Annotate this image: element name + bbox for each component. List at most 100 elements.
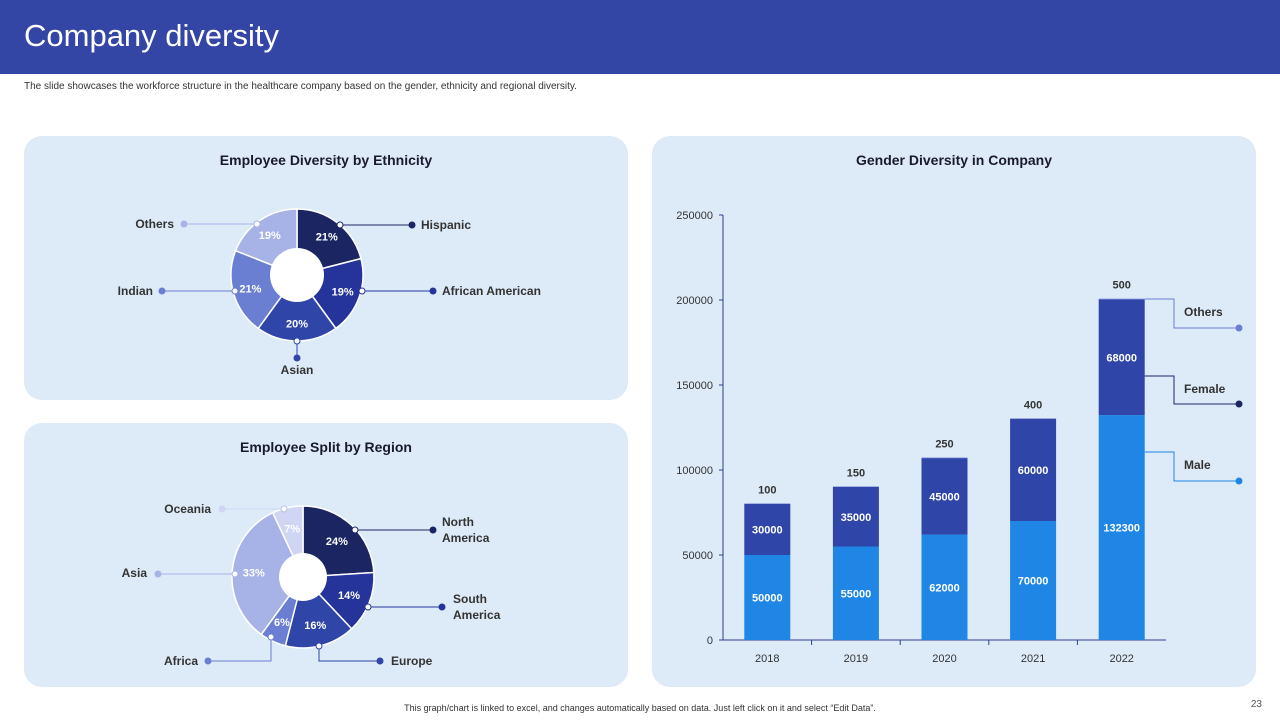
data-label-europe: 16% (304, 620, 326, 632)
leader-dot-others (180, 220, 188, 228)
bar-label-male-2019: 55000 (841, 588, 872, 600)
bar-label-others-2021: 400 (1024, 399, 1042, 411)
leader-dot-african-american (429, 287, 437, 295)
legend-label-others: Others (1184, 305, 1223, 319)
data-label-north-america: 24% (326, 536, 348, 548)
x-tick-label: 2021 (1021, 653, 1045, 665)
legend-label-african-american: African American (442, 284, 541, 298)
y-tick-label: 100000 (676, 465, 713, 477)
y-tick-label: 0 (707, 635, 713, 647)
page-number: 23 (1250, 699, 1262, 710)
leader-dot-hispanic (408, 221, 416, 229)
leader-start-north-america (351, 526, 359, 534)
x-tick-label: 2019 (844, 653, 868, 665)
ethnicity-chart-title: Employee Diversity by Ethnicity (219, 152, 433, 168)
legend-dot-others (1235, 324, 1243, 332)
page-subtitle: The slide showcases the workforce struct… (24, 81, 577, 92)
bar-label-female-2020: 45000 (929, 491, 960, 503)
bar-label-others-2020: 250 (935, 439, 953, 451)
data-label-indian: 21% (239, 284, 261, 296)
bar-label-female-2022: 68000 (1106, 352, 1137, 364)
y-tick-label: 200000 (676, 295, 713, 307)
legend-dot-male (1235, 477, 1243, 485)
footer-note: This graph/chart is linked to excel, and… (404, 703, 876, 713)
header-bar (0, 0, 1280, 74)
legend-label-female: Female (1184, 382, 1226, 396)
bar-male-2019 (832, 546, 879, 640)
y-tick-label: 250000 (676, 210, 713, 222)
legend-label-africa: Africa (164, 654, 198, 668)
data-label-oceania: 7% (284, 524, 300, 536)
legend-dot-female (1235, 400, 1243, 408)
gender-chart-title: Gender Diversity in Company (855, 152, 1053, 168)
bar-others-2022 (1098, 298, 1145, 300)
bar-others-2019 (832, 486, 879, 487)
leader-line-africa (208, 637, 272, 662)
legend-label-north-america: America (442, 531, 490, 545)
legend-label-europe: Europe (391, 654, 433, 668)
leader-dot-indian (158, 287, 166, 295)
legend-label-asia: Asia (122, 566, 148, 580)
leader-start-south-america (364, 603, 372, 611)
leader-start-africa (267, 633, 275, 641)
bar-male-2020 (921, 534, 968, 640)
leader-start-asian (293, 337, 301, 345)
y-tick-label: 50000 (682, 550, 713, 562)
leader-dot-asia (154, 570, 162, 578)
data-label-others: 19% (259, 230, 281, 242)
leader-dot-asian (293, 354, 301, 362)
legend-label-oceania: Oceania (164, 502, 211, 516)
leader-start-asia (231, 570, 239, 578)
legend-line-male (1144, 451, 1239, 482)
leader-dot-africa (204, 657, 212, 665)
bar-male-2021 (1010, 521, 1057, 640)
bar-others-2018 (744, 503, 791, 504)
data-label-asian: 20% (286, 319, 308, 331)
bar-label-male-2021: 70000 (1018, 576, 1049, 588)
bar-label-female-2019: 35000 (841, 512, 872, 524)
donut-hole (270, 248, 324, 302)
leader-line-europe (318, 646, 380, 662)
leader-start-oceania (280, 505, 288, 513)
data-label-south-america: 14% (338, 590, 360, 602)
x-tick-label: 2022 (1109, 653, 1133, 665)
bar-label-others-2019: 150 (847, 467, 865, 479)
leader-dot-oceania (218, 505, 226, 513)
bar-others-2020 (921, 457, 968, 459)
leader-dot-north-america (429, 526, 437, 534)
legend-line-others (1144, 298, 1239, 329)
leader-start-others (253, 220, 261, 228)
leader-dot-europe (376, 657, 384, 665)
slice-north-america (302, 505, 375, 578)
leader-start-indian (231, 287, 239, 295)
bar-label-others-2022: 500 (1113, 280, 1131, 292)
legend-label-north-america: North (442, 515, 474, 529)
legend-label-others: Others (135, 217, 174, 231)
leader-dot-south-america (438, 603, 446, 611)
y-tick-label: 150000 (676, 380, 713, 392)
data-label-hispanic: 21% (316, 232, 338, 244)
legend-label-south-america: America (453, 608, 501, 622)
bar-label-male-2020: 62000 (929, 582, 960, 594)
data-label-african-american: 19% (332, 286, 354, 298)
bar-label-male-2022: 132300 (1103, 523, 1140, 535)
bar-others-2021 (1010, 418, 1057, 419)
leader-start-african-american (358, 287, 366, 295)
leader-start-hispanic (336, 221, 344, 229)
data-label-asia: 33% (243, 567, 265, 579)
bar-label-male-2018: 50000 (752, 593, 783, 605)
slice-asia (231, 511, 304, 636)
bar-male-2018 (744, 555, 791, 640)
bar-label-female-2018: 30000 (752, 525, 783, 537)
legend-label-hispanic: Hispanic (421, 218, 471, 232)
x-tick-label: 2020 (932, 653, 956, 665)
x-tick-label: 2018 (755, 653, 779, 665)
bar-female-2019 (832, 487, 879, 547)
page-title: Company diversity (24, 18, 279, 53)
legend-label-male: Male (1184, 458, 1211, 472)
legend-label-asian: Asian (281, 363, 314, 377)
legend-line-female (1144, 375, 1239, 405)
bar-label-others-2018: 100 (758, 484, 776, 496)
bar-female-2020 (921, 458, 968, 535)
